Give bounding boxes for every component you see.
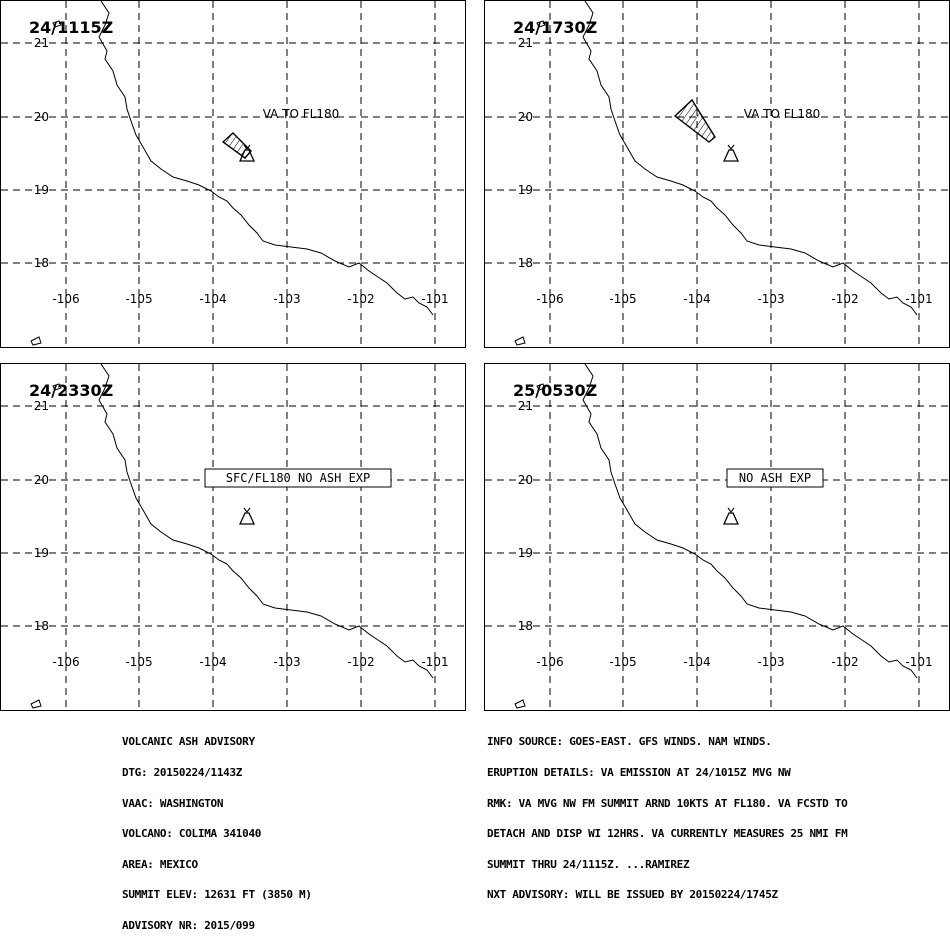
lon-tick-label: -104: [683, 292, 710, 306]
lon-tick-label: -106: [52, 292, 79, 306]
advisory-line: VOLCANIC ASH ADVISORY: [122, 735, 255, 749]
lat-tick-label: 19: [34, 183, 49, 197]
volcano-emission-icon: [727, 144, 735, 150]
forecast-label: VA TO FL180: [744, 107, 821, 121]
advisory-line: DTG: 20150224/1143Z: [122, 766, 243, 779]
lon-tick-label: -106: [536, 292, 563, 306]
advisory-line: ERUPTION DETAILS: VA EMISSION AT 24/1015…: [487, 766, 791, 779]
lon-tick-label: -102: [831, 655, 858, 669]
lat-tick-label: 19: [518, 183, 533, 197]
lon-tick-label: -103: [757, 655, 784, 669]
lat-tick-label: 19: [518, 546, 533, 560]
lon-tick-label: -101: [905, 655, 932, 669]
advisory-line: INFO SOURCE: GOES-EAST. GFS WINDS. NAM W…: [487, 735, 772, 749]
lat-tick-label: 18: [34, 619, 49, 633]
lon-tick-label: -104: [199, 655, 226, 669]
map-graphic: 21 20 19 18 -106 -105 -104 -103 -102 -101 VA TO FL…: [485, 1, 950, 349]
lon-tick-label: -105: [609, 655, 636, 669]
lat-tick-label: 21: [34, 399, 49, 413]
panel-time-label: 24/2330Z: [29, 381, 114, 400]
forecast-label: SFC/FL180 NO ASH EXP: [226, 471, 371, 485]
map-panel-2: 21 20 19 18 -106 -105 -104 -103 -102 -101 VA TO FL…: [484, 0, 950, 349]
lon-tick-label: -103: [273, 292, 300, 306]
lat-tick-label: 18: [518, 619, 533, 633]
island-outline: [52, 383, 62, 391]
lat-tick-label: 20: [518, 473, 533, 487]
island-outline: [30, 336, 42, 346]
advisory-line: NXT ADVISORY: WILL BE ISSUED BY 20150224…: [487, 888, 778, 902]
island-outline: [52, 20, 62, 28]
lon-tick-label: -101: [905, 292, 932, 306]
lat-tick-label: 21: [518, 36, 533, 50]
volcano-icon: [238, 512, 256, 525]
island-outline: [514, 699, 526, 709]
map-graphic: 21 20 19 18 -106 -105 -104 -103 -102 -101 SFC/FL18…: [1, 364, 467, 712]
coastline: [582, 1, 918, 316]
forecast-label: NO ASH EXP: [739, 471, 811, 485]
panel-time-label: 24/1730Z: [513, 18, 598, 37]
map-panel-1: 21 20 19 18 -106 -105 -104 -103 -102 -101 VA TO FL…: [0, 0, 467, 349]
lon-tick-label: -102: [347, 292, 374, 306]
lat-tick-label: 21: [34, 36, 49, 50]
lon-tick-label: -101: [421, 655, 448, 669]
advisory-remarks-block: INFO SOURCE: GOES-EAST. GFS WINDS. NAM W…: [487, 717, 848, 911]
map-panel-3: 21 20 19 18 -106 -105 -104 -103 -102 -101 SFC/FL18…: [0, 363, 467, 712]
lat-tick-label: 19: [34, 546, 49, 560]
advisory-line: SUMMIT ELEV: 12631 FT (3850 M): [122, 888, 312, 902]
lon-tick-label: -106: [536, 655, 563, 669]
coastline: [582, 364, 918, 679]
coastline: [98, 364, 434, 679]
lat-tick-label: 20: [34, 473, 49, 487]
forecast-label-box: [204, 468, 392, 488]
volcano-icon: [722, 512, 740, 525]
volcano-emission-icon: [727, 507, 735, 513]
advisory-line: VAAC: WASHINGTON: [122, 796, 224, 810]
ash-cloud-polygon: [221, 132, 252, 159]
map-panel-4: 21 20 19 18 -106 -105 -104 -103 -102 -101 NO ASH E…: [484, 363, 950, 712]
forecast-label: VA TO FL180: [263, 107, 340, 121]
lon-tick-label: -105: [609, 292, 636, 306]
forecast-label-box: [726, 468, 824, 488]
lat-tick-label: 21: [518, 399, 533, 413]
coastline: [98, 1, 434, 316]
island-outline: [536, 20, 546, 28]
island-outline: [514, 336, 526, 346]
advisory-line: ADVISORY NR: 2015/099: [122, 918, 255, 932]
volcano-icon: [722, 149, 740, 162]
lat-tick-label: 18: [34, 256, 49, 270]
lon-tick-label: -101: [421, 292, 448, 306]
volcano-emission-icon: [243, 507, 251, 513]
advisory-line: VOLCANO: COLIMA 341040: [122, 827, 262, 841]
map-graphic: 21 20 19 18 -106 -105 -104 -103 -102 -101 NO ASH E…: [485, 364, 950, 712]
lat-tick-label: 18: [518, 256, 533, 270]
map-graphic: 21 20 19 18 -106 -105 -104 -103 -102 -101 VA TO FL…: [1, 1, 467, 349]
advisory-line: AREA: MEXICO: [122, 857, 198, 871]
lon-tick-label: -104: [199, 292, 226, 306]
panel-time-label: 24/1115Z: [29, 18, 114, 37]
advisory-line: DETACH AND DISP WI 12HRS. VA CURRENTLY M…: [487, 827, 848, 841]
lat-tick-label: 20: [518, 110, 533, 124]
lon-tick-label: -103: [757, 292, 784, 306]
advisory-line: RMK: VA MVG NW FM SUMMIT ARND 10KTS AT F…: [487, 796, 848, 810]
panel-time-label: 25/0530Z: [513, 381, 598, 400]
lon-tick-label: -105: [125, 292, 152, 306]
lon-tick-label: -103: [273, 655, 300, 669]
lon-tick-label: -102: [347, 655, 374, 669]
lon-tick-label: -102: [831, 292, 858, 306]
advisory-header-block: VOLCANIC ASH ADVISORY DTG: 20150224/1143…: [122, 717, 312, 941]
ash-cloud-polygon: [673, 98, 716, 143]
lon-tick-label: -104: [683, 655, 710, 669]
island-outline: [30, 699, 42, 709]
lat-tick-label: 20: [34, 110, 49, 124]
lon-tick-label: -105: [125, 655, 152, 669]
island-outline: [536, 383, 546, 391]
lon-tick-label: -106: [52, 655, 79, 669]
advisory-line: SUMMIT THRU 24/1115Z. ...RAMIREZ: [487, 857, 690, 871]
